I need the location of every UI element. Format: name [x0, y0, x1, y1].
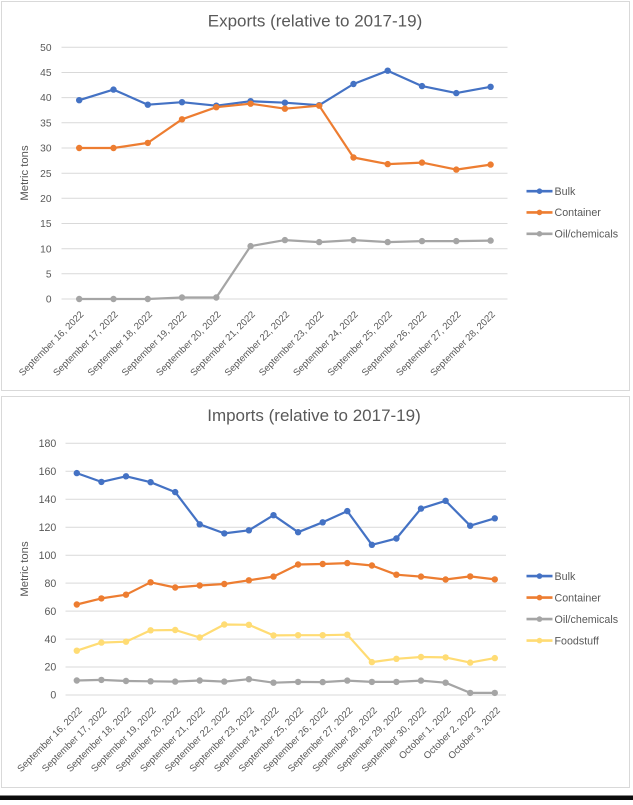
- svg-text:120: 120: [39, 522, 57, 534]
- svg-text:40: 40: [45, 634, 57, 646]
- svg-text:35: 35: [40, 118, 52, 129]
- svg-text:45: 45: [40, 68, 52, 79]
- svg-text:15: 15: [40, 219, 52, 230]
- svg-text:80: 80: [45, 578, 57, 590]
- svg-text:30: 30: [40, 144, 52, 155]
- svg-text:Container: Container: [555, 207, 602, 219]
- svg-text:0: 0: [46, 295, 52, 306]
- svg-text:0: 0: [50, 690, 56, 702]
- svg-text:25: 25: [40, 169, 52, 180]
- svg-text:Foodstuff: Foodstuff: [555, 635, 599, 647]
- svg-text:Metric tons: Metric tons: [19, 541, 31, 597]
- svg-text:140: 140: [39, 494, 57, 506]
- svg-text:5: 5: [46, 269, 52, 280]
- svg-text:Imports (relative to 2017-19): Imports (relative to 2017-19): [207, 406, 421, 425]
- svg-text:Container: Container: [555, 592, 602, 604]
- svg-text:Bulk: Bulk: [555, 186, 576, 198]
- svg-text:20: 20: [40, 194, 52, 205]
- svg-text:Bulk: Bulk: [555, 571, 576, 583]
- svg-text:40: 40: [40, 93, 52, 104]
- svg-text:100: 100: [39, 550, 57, 562]
- svg-text:160: 160: [39, 466, 57, 478]
- svg-text:10: 10: [40, 244, 52, 255]
- svg-text:50: 50: [40, 43, 52, 54]
- svg-text:Oil/chemicals: Oil/chemicals: [555, 614, 619, 626]
- svg-text:20: 20: [45, 662, 57, 674]
- svg-text:180: 180: [39, 438, 57, 450]
- svg-text:Metric tons: Metric tons: [19, 145, 31, 201]
- svg-text:60: 60: [45, 606, 57, 618]
- svg-text:Exports (relative to 2017-19): Exports (relative to 2017-19): [208, 11, 423, 30]
- svg-text:Oil/chemicals: Oil/chemicals: [555, 229, 619, 241]
